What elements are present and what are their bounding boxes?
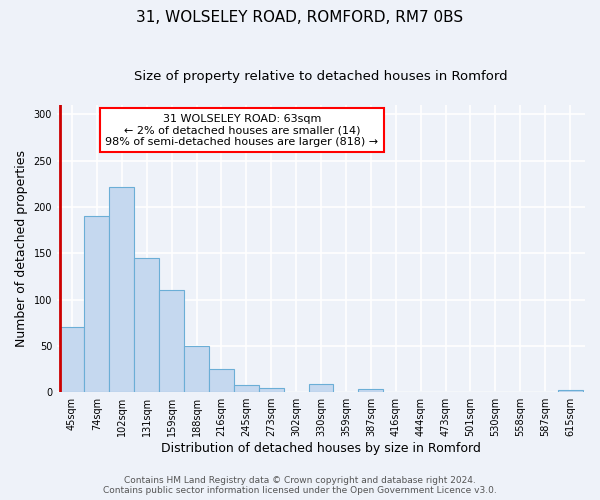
Bar [308, 384, 334, 392]
Bar [234, 385, 259, 392]
Bar [134, 258, 159, 392]
Bar [184, 346, 209, 392]
Title: Size of property relative to detached houses in Romford: Size of property relative to detached ho… [134, 70, 508, 83]
Bar [159, 290, 184, 392]
Text: 31 WOLSELEY ROAD: 63sqm
← 2% of detached houses are smaller (14)
98% of semi-det: 31 WOLSELEY ROAD: 63sqm ← 2% of detached… [105, 114, 379, 147]
Text: 31, WOLSELEY ROAD, ROMFORD, RM7 0BS: 31, WOLSELEY ROAD, ROMFORD, RM7 0BS [136, 10, 464, 25]
Y-axis label: Number of detached properties: Number of detached properties [15, 150, 28, 347]
Bar [557, 390, 583, 392]
X-axis label: Distribution of detached houses by size in Romford: Distribution of detached houses by size … [161, 442, 481, 455]
Bar [59, 328, 85, 392]
Text: Contains HM Land Registry data © Crown copyright and database right 2024.
Contai: Contains HM Land Registry data © Crown c… [103, 476, 497, 495]
Bar [358, 388, 383, 392]
Bar [85, 216, 109, 392]
Bar [109, 186, 134, 392]
Bar [209, 369, 234, 392]
Bar [259, 388, 284, 392]
